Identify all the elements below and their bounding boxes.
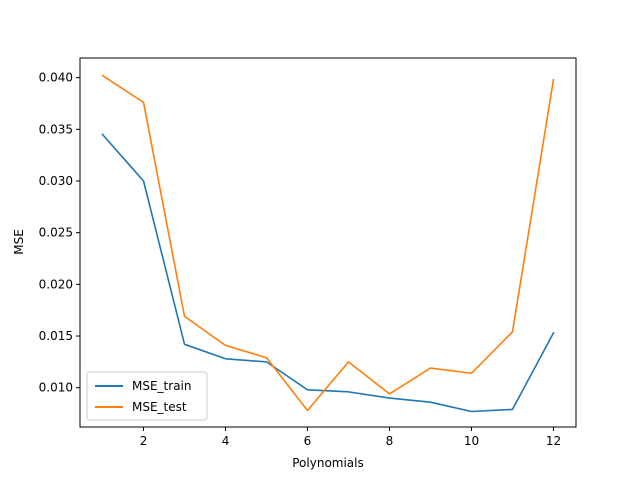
y-tick-label: 0.010 (39, 381, 73, 395)
y-tick-label: 0.040 (39, 71, 73, 85)
x-tick-label: 4 (222, 434, 230, 448)
y-tick-label: 0.025 (39, 226, 73, 240)
y-tick-label: 0.015 (39, 329, 73, 343)
y-axis-label: MSE (12, 229, 26, 255)
legend-label-mse-test: MSE_test (132, 400, 187, 414)
x-tick-label: 8 (386, 434, 394, 448)
x-axis-label: Polynomials (292, 456, 364, 470)
x-tick-label: 6 (304, 434, 312, 448)
x-tick-label: 2 (140, 434, 148, 448)
y-tick-label: 0.020 (39, 277, 73, 291)
x-tick-label: 10 (464, 434, 479, 448)
legend: MSE_train MSE_test (87, 372, 207, 420)
x-tick-label: 12 (546, 434, 561, 448)
y-tick-label: 0.030 (39, 174, 73, 188)
y-tick-label: 0.035 (39, 122, 73, 136)
legend-label-mse-train: MSE_train (132, 379, 191, 393)
